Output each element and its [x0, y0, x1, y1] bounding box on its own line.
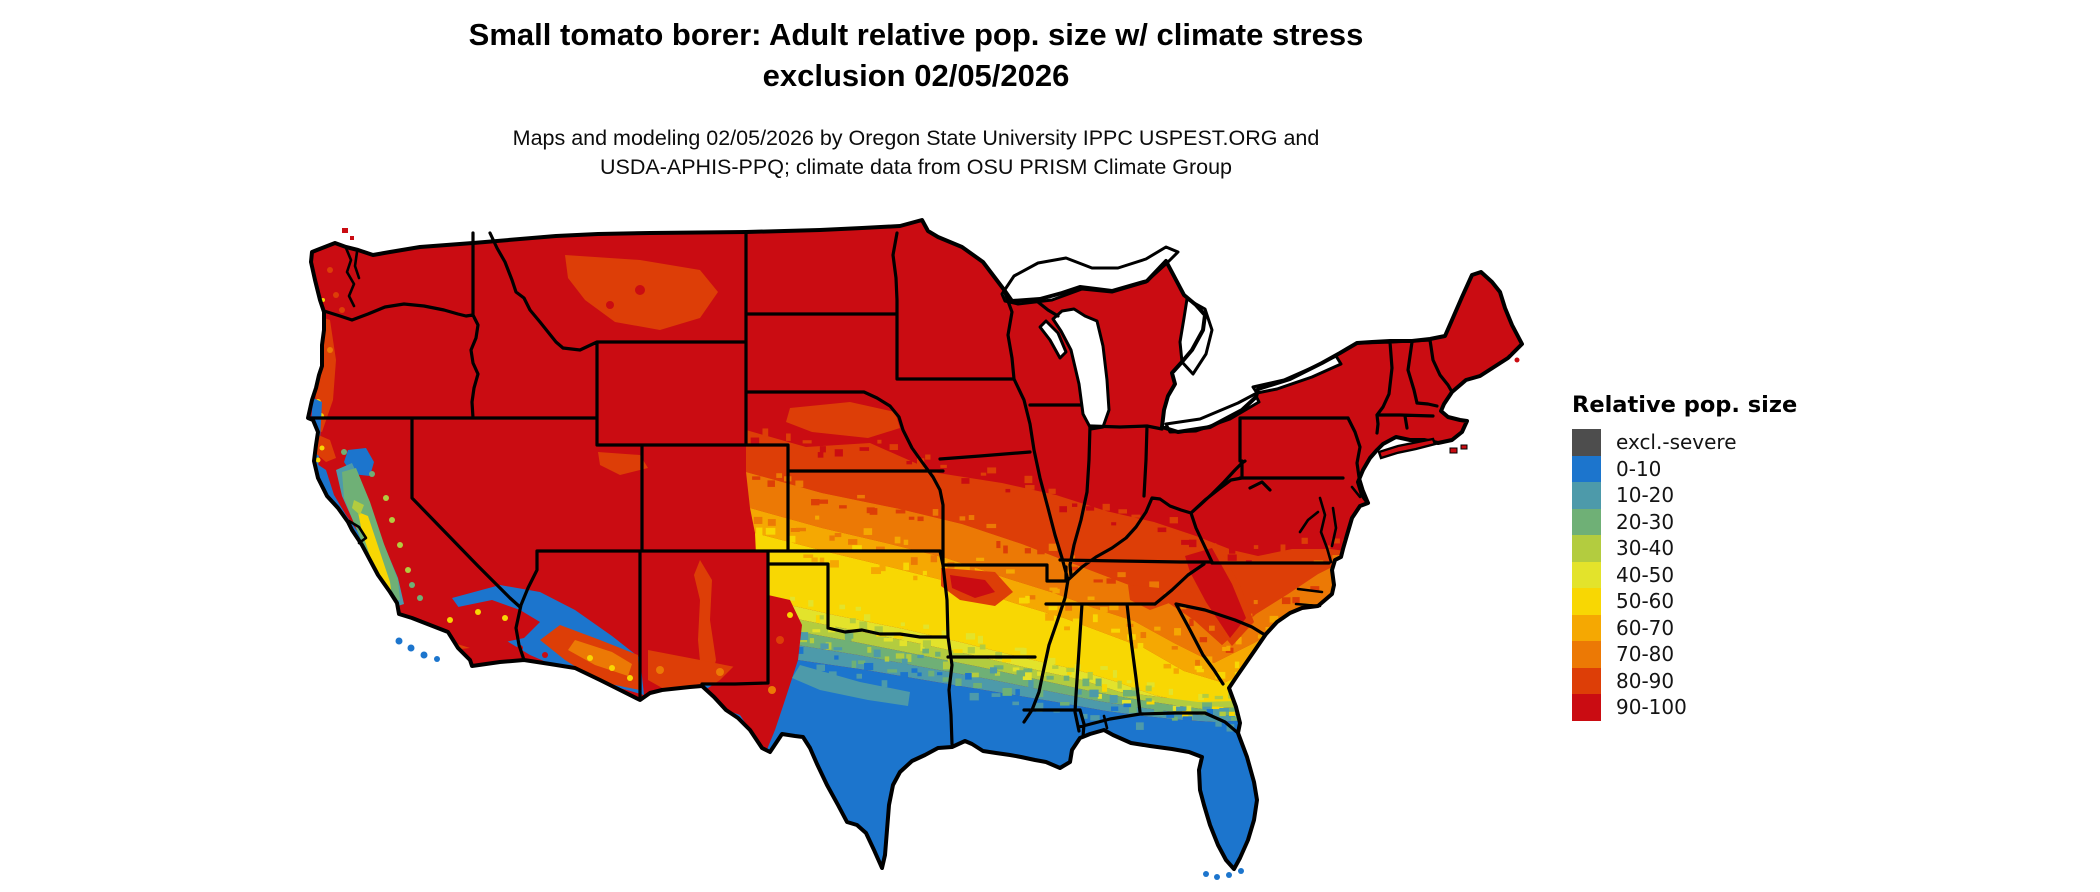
- legend-swatch: [1572, 535, 1601, 562]
- lake-huron: [1178, 297, 1214, 376]
- green-bay: [1038, 319, 1068, 360]
- legend-swatch: [1572, 667, 1601, 694]
- legend-item-label: 10-20: [1616, 483, 1675, 508]
- map-subtitle-line1: Maps and modeling 02/05/2026 by Oregon S…: [512, 126, 1320, 150]
- legend-item-label: 50-60: [1616, 589, 1675, 614]
- legend-item: excl.-severe: [1572, 429, 1812, 456]
- regional-color-patches: [310, 255, 1254, 752]
- legend-swatch: [1572, 561, 1601, 588]
- legend-swatch: [1572, 508, 1601, 535]
- legend-item: 10-20: [1572, 482, 1812, 509]
- map-subtitle-line2: USDA-APHIS-PPQ; climate data from OSU PR…: [599, 155, 1233, 179]
- legend-item-label: 60-70: [1616, 615, 1675, 640]
- legend-swatch: [1572, 614, 1601, 641]
- legend-item: 70-80: [1572, 641, 1812, 668]
- legend-item-label: 0-10: [1616, 456, 1662, 481]
- legend-swatch: [1572, 482, 1601, 509]
- legend-title: Relative pop. size: [1572, 392, 1798, 418]
- legend-swatch: [1572, 694, 1601, 721]
- map-title: Small tomato borer: Adult relative pop. …: [266, 14, 1566, 96]
- legend-item-label: 30-40: [1616, 536, 1675, 561]
- legend-item-label: excl.-severe: [1616, 430, 1737, 455]
- legend: Relative pop. size excl.-severe 0-10 10-20…: [1572, 392, 1812, 721]
- legend-swatch: [1572, 641, 1601, 668]
- legend-item-label: 40-50: [1616, 562, 1675, 587]
- legend-item-label: 90-100: [1616, 695, 1687, 720]
- map-title-line1: Small tomato borer: Adult relative pop. …: [468, 17, 1364, 52]
- legend-item-label: 70-80: [1616, 642, 1675, 667]
- legend-item: 60-70: [1572, 614, 1812, 641]
- legend-swatch: [1572, 429, 1601, 456]
- legend-item-label: 20-30: [1616, 509, 1675, 534]
- legend-item: 20-30: [1572, 508, 1812, 535]
- legend-item: 90-100: [1572, 694, 1812, 721]
- legend-swatch: [1572, 455, 1601, 482]
- legend-item: 40-50: [1572, 561, 1812, 588]
- legend-items: excl.-severe 0-10 10-20 20-30 30-40 40-50 50-6…: [1572, 429, 1812, 721]
- legend-item-label: 80-90: [1616, 668, 1675, 693]
- map-title-line2: exclusion 02/05/2026: [762, 58, 1070, 93]
- legend-item: 80-90: [1572, 667, 1812, 694]
- lake-superior: [1000, 245, 1180, 306]
- long-island: [1377, 437, 1437, 460]
- legend-item: 50-60: [1572, 588, 1812, 615]
- legend-item: 30-40: [1572, 535, 1812, 562]
- legend-swatch: [1572, 588, 1601, 615]
- lake-michigan: [1051, 307, 1111, 431]
- islands: [342, 228, 1520, 880]
- great-lakes: [1000, 245, 1343, 434]
- map-subtitle: Maps and modeling 02/05/2026 by Oregon S…: [266, 124, 1566, 182]
- legend-item: 0-10: [1572, 455, 1812, 482]
